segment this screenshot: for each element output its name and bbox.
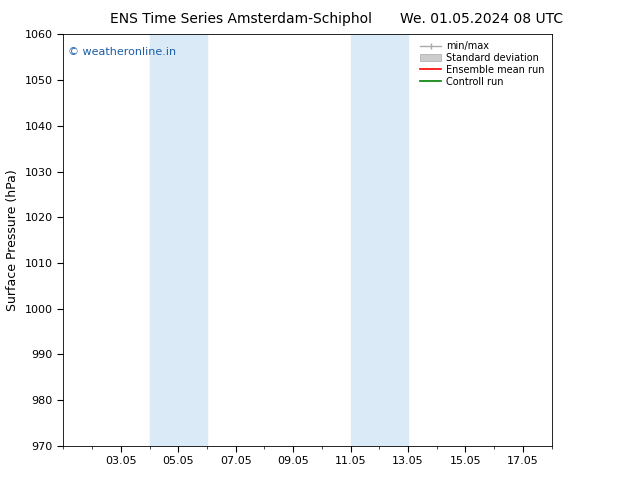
Text: We. 01.05.2024 08 UTC: We. 01.05.2024 08 UTC bbox=[400, 12, 564, 26]
Bar bbox=[351, 34, 408, 446]
Y-axis label: Surface Pressure (hPa): Surface Pressure (hPa) bbox=[6, 169, 19, 311]
Text: © weatheronline.in: © weatheronline.in bbox=[68, 47, 176, 57]
Text: ENS Time Series Amsterdam-Schiphol: ENS Time Series Amsterdam-Schiphol bbox=[110, 12, 372, 26]
Bar bbox=[150, 34, 207, 446]
Legend: min/max, Standard deviation, Ensemble mean run, Controll run: min/max, Standard deviation, Ensemble me… bbox=[416, 37, 548, 91]
